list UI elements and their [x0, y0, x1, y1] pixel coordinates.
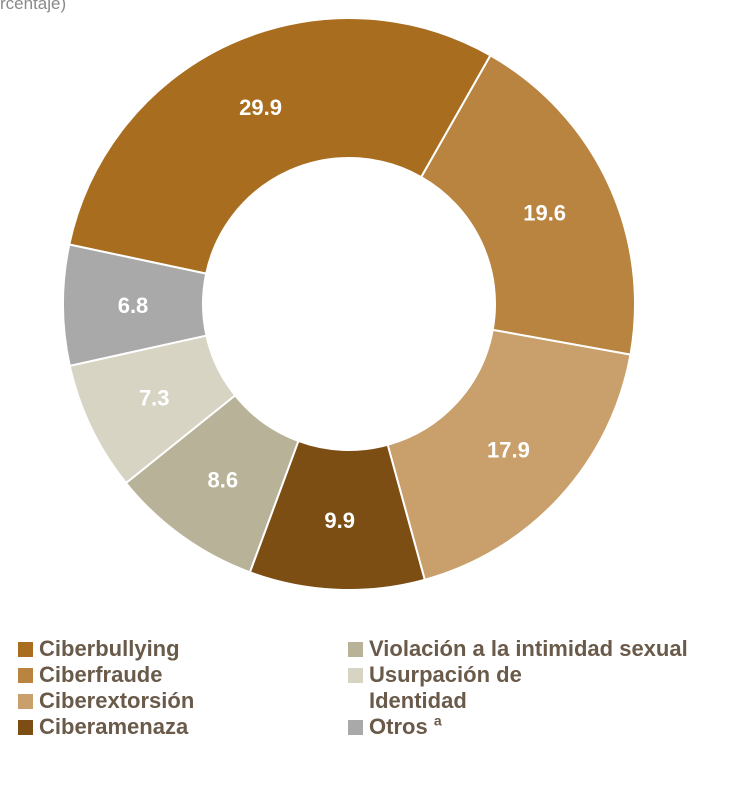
slice-value-label: 19.6	[523, 200, 566, 225]
footnote-marker: a	[433, 712, 442, 729]
legend-item-otros: Otros a	[348, 714, 688, 740]
legend-swatch	[348, 668, 363, 683]
donut-slice-ciberextorsi-n	[386, 328, 632, 582]
donut-slice-ciberfraude	[419, 54, 636, 356]
donut-chart: 29.9 19.6 17.9 9.9 8.6 7.3 6.8	[62, 17, 636, 591]
legend-label-otros: Otros a	[369, 714, 442, 740]
legend-item-ciberamenaza: Ciberamenaza	[18, 714, 194, 740]
legend-swatch	[348, 720, 363, 735]
legend-item-violacion: Violación a la intimidad sexual	[348, 636, 688, 662]
slice-value-label: 8.6	[207, 467, 238, 492]
legend-label: Ciberamenaza	[39, 714, 189, 739]
legend-label: Ciberfraude	[39, 662, 163, 687]
legend-swatch	[348, 642, 363, 657]
legend-column-right: Violación a la intimidad sexual Usurpaci…	[348, 636, 688, 740]
legend-swatch	[18, 668, 33, 683]
legend-item-ciberfraude: Ciberfraude	[18, 662, 194, 688]
slice-value-label: 17.9	[487, 438, 530, 463]
legend-swatch	[18, 720, 33, 735]
legend-label: Ciberextorsión	[39, 688, 195, 713]
slice-value-label: 29.9	[239, 95, 282, 120]
legend: Ciberbullying Ciberfraude Ciberextorsión…	[18, 636, 752, 796]
donut-slice-otros	[62, 243, 208, 367]
legend-label: Otros	[369, 714, 428, 739]
slice-value-label: 6.8	[118, 293, 149, 318]
legend-column-left: Ciberbullying Ciberfraude Ciberextorsión…	[18, 636, 194, 740]
slice-value-label: 9.9	[324, 508, 355, 533]
slice-value-label: 7.3	[139, 385, 170, 410]
legend-item-usurpacion: Usurpación de Identidad	[348, 662, 688, 714]
legend-label: Ciberbullying	[39, 636, 180, 661]
chart-subtitle: rcentaje)	[0, 0, 67, 13]
legend-item-ciberbullying: Ciberbullying	[18, 636, 194, 662]
donut-slice-ciberbullying	[68, 17, 492, 275]
legend-swatch	[18, 642, 33, 657]
legend-item-ciberextorsion: Ciberextorsión	[18, 688, 194, 714]
legend-swatch	[18, 694, 33, 709]
legend-label: Usurpación de Identidad	[369, 662, 522, 713]
legend-label: Violación a la intimidad sexual	[369, 636, 688, 661]
